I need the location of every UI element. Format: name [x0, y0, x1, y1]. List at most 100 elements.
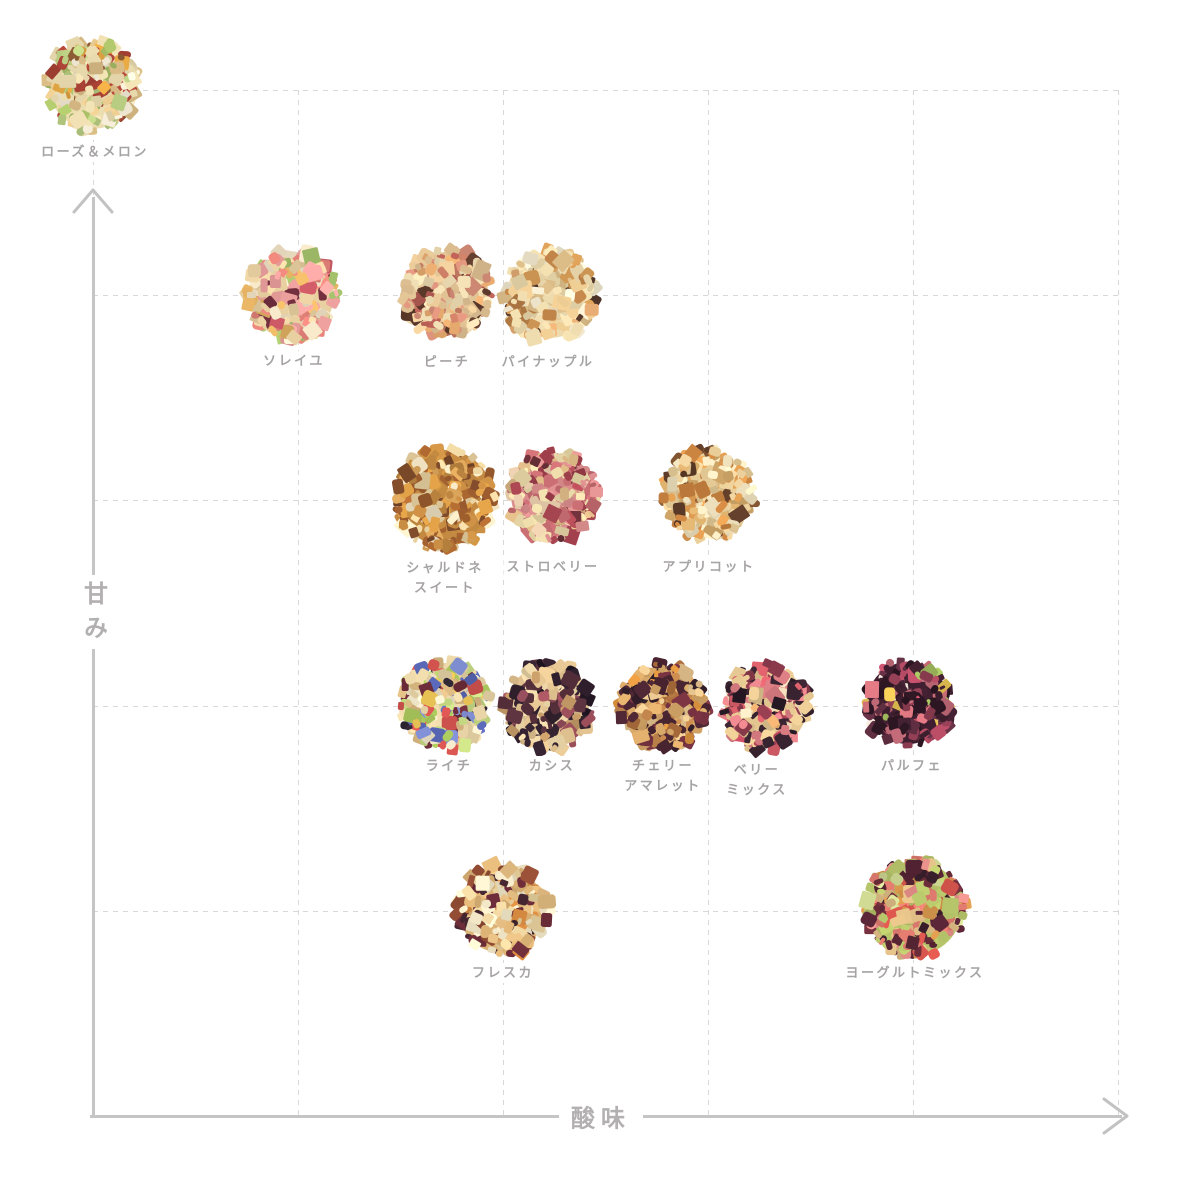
fruit-chunk [487, 946, 496, 953]
tea-blend-point [33, 27, 151, 145]
fruit-chunk [59, 75, 76, 88]
fruit-chunk [576, 492, 585, 499]
fruit-chunk [702, 457, 710, 467]
tea-blend-label: ローズ＆メロン [38, 142, 152, 162]
tea-blend-label: パルフェ [878, 756, 946, 776]
points-layer: ローズ＆メロンソレイユ ピーチ パイナップルシャルドネ スイートストロベリー アプリコ… [0, 0, 1200, 1200]
tea-blend-label: ピーチ [421, 352, 474, 372]
fruit-chunk [689, 688, 697, 695]
fruit-chunk [454, 308, 461, 314]
fruit-chunk [903, 742, 913, 749]
tea-blend-label: カシス [526, 756, 579, 776]
fruit-chunk [884, 687, 895, 701]
fruit-chunk [560, 487, 569, 500]
tea-blend-label: フレスカ [469, 963, 537, 983]
fruit-chunk [248, 264, 261, 278]
fruit-chunk [749, 687, 759, 700]
fruit-chunk [708, 469, 719, 479]
fruit-chunk [575, 520, 589, 532]
fruit-chunk [398, 702, 405, 710]
fruit-chunk [865, 680, 879, 697]
fruit-chunk [458, 738, 471, 753]
fruit-chunk [85, 100, 94, 112]
fruit-chunk [540, 716, 547, 723]
tea-blend-point [390, 236, 504, 350]
fruit-chunk [958, 904, 967, 910]
tea-blend-point [234, 237, 350, 353]
fruit-chunk [877, 889, 885, 894]
fruit-chunk [958, 892, 970, 903]
fruit-chunk [458, 276, 471, 288]
taste-map-chart: 甘み 酸味 ローズ＆メロンソレイユ ピーチ パイナップルシャルドネ スイートストロベ… [0, 0, 1200, 1200]
tea-blend-point [387, 647, 503, 763]
tea-blend-label: アプリコット [659, 557, 758, 577]
fruit-chunk [89, 62, 104, 75]
fruit-chunk [260, 278, 267, 292]
fruit-chunk [916, 911, 923, 915]
fruit-chunk [538, 691, 549, 702]
fruit-chunk [433, 539, 443, 550]
fruit-chunk [675, 525, 682, 531]
fruit-chunk [880, 904, 885, 911]
fruit-chunk [905, 860, 923, 874]
tea-blend-label: ベリー ミックス [723, 760, 791, 800]
fruit-chunk [246, 292, 255, 298]
fruit-chunk [433, 246, 442, 256]
fruit-chunk [590, 487, 603, 497]
fruit-chunk [913, 698, 925, 714]
fruit-chunk [540, 913, 552, 928]
fruit-chunk [532, 671, 540, 683]
tea-blend-point [495, 437, 611, 553]
fruit-chunk [659, 492, 669, 503]
tea-blend-label: ソレイユ [260, 351, 328, 371]
tea-blend-point [649, 436, 767, 554]
fruit-chunk [667, 477, 677, 492]
fruit-chunk [463, 297, 471, 305]
fruit-chunk [288, 303, 299, 316]
fruit-chunk [475, 876, 489, 891]
fruit-chunk [616, 711, 627, 724]
tea-blend-point [709, 650, 823, 764]
tea-blend-point [381, 434, 509, 562]
x-axis-label: 酸味 [559, 1097, 643, 1136]
y-axis-label: 甘み [76, 575, 111, 649]
tea-blend-label: シャルドネ スイート [403, 558, 487, 598]
fruit-chunk [941, 897, 959, 913]
fruit-chunk [487, 933, 498, 944]
tea-blend-point [852, 845, 978, 971]
tea-blend-point [851, 646, 965, 760]
fruit-chunk [740, 709, 751, 719]
tea-blend-label: パイナップル [499, 352, 598, 372]
fruit-chunk [542, 309, 557, 321]
fruit-chunk [572, 500, 585, 511]
fruit-chunk [698, 506, 707, 515]
fruit-chunk [509, 481, 521, 494]
fruit-chunk [127, 71, 135, 80]
tea-blend-point [443, 851, 561, 969]
fruit-chunk [399, 519, 408, 529]
tea-blend-point [491, 649, 605, 763]
tea-blend-point [491, 236, 609, 354]
fruit-chunk [461, 710, 468, 718]
fruit-chunk [657, 661, 663, 668]
tea-blend-label: ヨーグルトミックス [842, 963, 987, 983]
fruit-chunk [905, 935, 920, 951]
tea-blend-label: ストロベリー [503, 557, 602, 577]
fruit-chunk [685, 733, 694, 744]
fruit-chunk [57, 114, 66, 125]
fruit-chunk [930, 890, 937, 901]
fruit-chunk [780, 724, 789, 735]
fruit-chunk [415, 263, 422, 271]
tea-blend-label: ライチ [423, 756, 476, 776]
fruit-chunk [428, 457, 436, 470]
fruit-chunk [585, 304, 599, 316]
fruit-chunk [472, 467, 481, 475]
fruit-chunk [531, 503, 543, 513]
fruit-chunk [458, 717, 467, 726]
fruit-chunk [467, 531, 475, 539]
fruit-chunk [421, 321, 429, 325]
tea-blend-point [606, 650, 720, 764]
tea-blend-label: チェリー アマレット [621, 756, 705, 796]
fruit-chunk [517, 291, 528, 302]
fruit-chunk [538, 894, 556, 909]
